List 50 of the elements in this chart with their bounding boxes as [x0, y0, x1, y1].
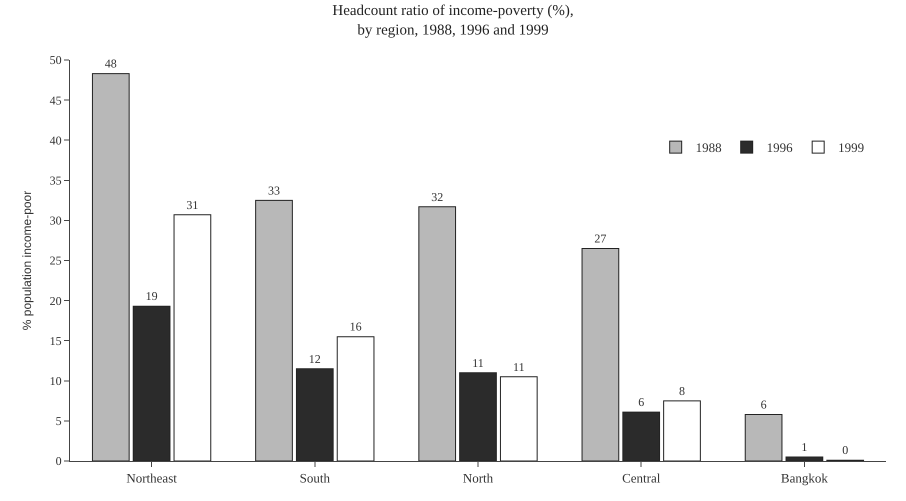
- y-tick-label: 10: [50, 374, 62, 388]
- data-label: 8: [679, 384, 685, 398]
- bar: [255, 200, 293, 461]
- data-label: 33: [268, 183, 280, 198]
- x-tick-label: Bangkok: [780, 470, 828, 486]
- data-label: 31: [186, 198, 198, 212]
- x-tick-label: North: [462, 470, 494, 486]
- bar: [663, 400, 701, 461]
- legend-label: 1988: [696, 140, 722, 156]
- bar: [296, 368, 334, 461]
- bar: [459, 372, 497, 461]
- bar: [582, 248, 620, 461]
- y-tick-label: 0: [56, 454, 62, 468]
- data-label: 27: [594, 231, 606, 246]
- y-tick-label: 40: [50, 133, 62, 148]
- data-label: 19: [146, 289, 158, 304]
- y-tick-label: 15: [50, 334, 62, 348]
- y-tick-label: 30: [50, 214, 62, 228]
- y-tick-label: 50: [50, 53, 62, 68]
- bar: [174, 214, 212, 461]
- bar: [418, 206, 456, 461]
- x-tick-label: South: [300, 470, 330, 486]
- bar: [744, 414, 782, 461]
- chart-title: Headcount ratio of income-poverty (%), by region, 1988, 1996 and 1999: [332, 3, 574, 39]
- y-axis-title: % population income-poor: [20, 190, 34, 330]
- bar: [336, 336, 374, 461]
- y-tick-label: 25: [50, 254, 62, 268]
- x-tick-label: Central: [622, 470, 661, 486]
- data-label: 6: [760, 397, 767, 412]
- y-tick-label: 35: [50, 174, 62, 188]
- legend-label: 1996: [766, 140, 794, 156]
- data-label: 16: [350, 320, 362, 334]
- data-label: 0: [842, 443, 848, 458]
- data-label: 12: [308, 352, 321, 366]
- y-tick-label: 5: [56, 414, 62, 428]
- data-label: 1: [801, 440, 808, 454]
- y-tick-label: 20: [50, 294, 62, 308]
- bar: [92, 73, 130, 461]
- legend-label: 1999: [838, 140, 864, 156]
- data-label: 11: [513, 360, 525, 374]
- bar: [622, 412, 660, 461]
- bar: [132, 306, 170, 461]
- data-label: 11: [472, 356, 484, 370]
- bar: [786, 456, 824, 461]
- data-label: 6: [638, 395, 644, 410]
- data-label: 32: [431, 190, 444, 204]
- bar: [500, 376, 538, 461]
- y-tick-label: 45: [50, 93, 62, 108]
- x-tick-label: Northeast: [126, 470, 178, 486]
- data-label: 48: [104, 56, 117, 71]
